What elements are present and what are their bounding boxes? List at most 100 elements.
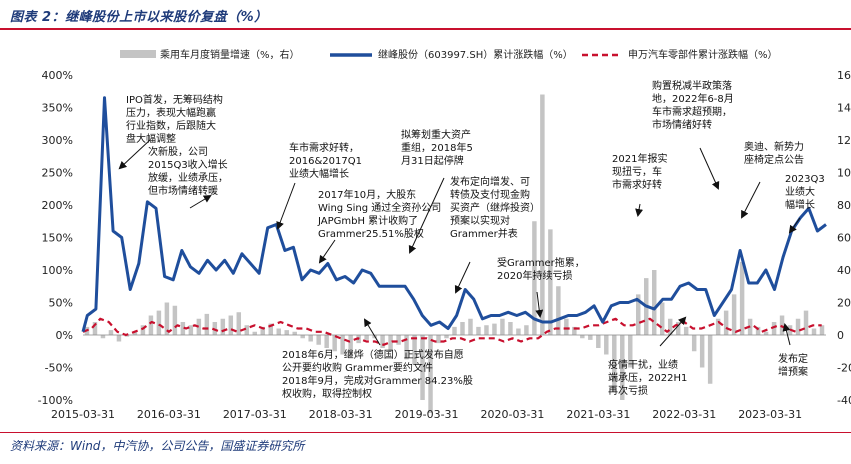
annotation-arrow — [118, 139, 151, 170]
x-tick-label: 2016-03-31 — [137, 408, 201, 421]
annotation-line: Grammer并表 — [450, 227, 518, 240]
y-right-tick-label: -20 — [837, 362, 851, 375]
legend-stock-label: 继峰股份（603997.SH）累计涨跌幅（%） — [378, 48, 573, 61]
legend-bars-swatch — [120, 50, 156, 58]
annotation-line: 2023Q3 — [785, 174, 825, 185]
annotation-line: 现扭亏，车 — [612, 165, 662, 178]
annotation-line: 预案以实现对 — [450, 214, 510, 227]
sales-growth-bar — [699, 335, 705, 368]
sales-growth-bar — [500, 318, 505, 335]
annotation-arrow — [408, 177, 445, 254]
sales-growth-bar — [691, 335, 697, 352]
sales-growth-bar — [636, 294, 641, 335]
y-left-tick-label: 250% — [42, 167, 73, 180]
annotation-line: 月31日起停牌 — [401, 154, 464, 167]
sales-growth-bar — [108, 330, 114, 335]
sales-growth-bar — [284, 330, 289, 335]
annotation-line: 端承压，2022H1 — [608, 371, 687, 384]
annotation-line: 受Grammer拖累， — [497, 256, 585, 269]
sales-growth-bar — [364, 335, 369, 340]
annotation-line: 2018年9月，完成对Grammer 84.23%股 — [282, 374, 473, 387]
sales-growth-bar — [396, 335, 401, 345]
annotation-arrow — [659, 316, 687, 347]
annotation-line: 2015Q3收入增长 — [148, 158, 228, 171]
annotation-line: 幅增长 — [785, 198, 815, 211]
annotation-line: IPO首发，无筹码结构 — [126, 93, 223, 106]
x-tick-label: 2022-03-31 — [652, 408, 716, 421]
y-left-tick-label: 50% — [49, 297, 73, 310]
annotation-line: 座椅定点公告 — [744, 153, 804, 166]
annotation-line: 奥迪、新势力 — [744, 140, 804, 153]
x-tick-label: 2018-03-31 — [309, 408, 373, 421]
sales-growth-bar — [124, 335, 130, 337]
sales-growth-bar — [524, 325, 529, 335]
sales-growth-bar — [755, 326, 761, 335]
annotation-line: Grammer25.51%股权 — [318, 227, 424, 240]
y-left-tick-label: 100% — [42, 264, 73, 277]
sales-growth-bar — [140, 325, 146, 335]
parts-index-line — [82, 317, 822, 346]
sales-growth-bar — [588, 335, 593, 340]
sales-growth-bar — [667, 318, 673, 335]
sales-growth-bar — [516, 328, 521, 335]
sales-growth-bar — [300, 335, 305, 339]
annotation-line: 购置税减半政策落 — [652, 79, 732, 92]
y-left-tick-label: 350% — [42, 102, 73, 115]
sales-growth-bar — [388, 335, 393, 352]
annotation-line: 拟筹划重大资产 — [401, 128, 471, 141]
sales-growth-bar — [739, 261, 745, 335]
sales-growth-bar — [492, 323, 497, 335]
annotation-line: 车市需求好转， — [289, 141, 359, 154]
sales-growth-bar — [484, 325, 489, 335]
annotation-line: 市场情绪好转 — [652, 118, 712, 131]
sales-growth-bar — [420, 335, 425, 400]
sales-growth-bar — [604, 335, 609, 355]
sales-growth-bar — [148, 315, 154, 335]
y-right-tick-label: 60 — [837, 232, 851, 245]
annotation-line: 增预案 — [778, 365, 808, 378]
sales-growth-bar — [452, 326, 457, 335]
sales-growth-bar — [612, 335, 617, 392]
annotation-line: 发布定 — [778, 352, 808, 365]
annotation-a8: 受Grammer拖累，2020年持续亏损 — [497, 256, 585, 282]
sales-growth-bar — [180, 322, 186, 335]
sales-growth-bar — [436, 335, 441, 344]
sales-growth-bar — [188, 325, 194, 335]
sales-growth-bar — [204, 313, 210, 335]
sales-growth-bar — [276, 328, 281, 335]
sales-growth-bar — [675, 322, 681, 335]
annotation-line: 压力，表现大幅跑赢 — [126, 106, 216, 119]
x-tick-label: 2017-03-31 — [223, 408, 287, 421]
sales-growth-bar — [795, 318, 801, 335]
y-right-tick-label: 20 — [837, 297, 851, 310]
y-right-tick-label: 160 — [837, 69, 851, 82]
annotation-line: 车市需求超预期， — [652, 105, 732, 118]
annotation-line: 放缓，业绩承压， — [148, 171, 228, 184]
y-left-tick-label: 150% — [42, 232, 73, 245]
sales-growth-bar — [260, 326, 265, 335]
y-right-tick-label: 40 — [837, 264, 851, 277]
y-right-tick-label: 140 — [837, 102, 851, 115]
annotation-arrow — [363, 318, 381, 346]
sales-growth-bar — [308, 335, 313, 342]
legend-parts-label: 申万汽车零部件累计涨跌幅（%） — [628, 48, 778, 61]
annotation-arrow — [635, 203, 644, 217]
y-left-tick-label: 200% — [42, 199, 73, 212]
annotation-line: 2017年10月，大股东 — [318, 188, 416, 201]
sales-growth-bar — [348, 335, 353, 358]
sales-growth-bar — [172, 305, 178, 335]
sales-growth-bar — [324, 335, 329, 348]
sales-growth-bar — [244, 325, 250, 335]
sales-growth-bar — [723, 310, 729, 335]
sales-growth-bar — [556, 286, 561, 335]
sales-growth-bar — [683, 326, 689, 335]
sales-growth-bar — [532, 221, 537, 335]
